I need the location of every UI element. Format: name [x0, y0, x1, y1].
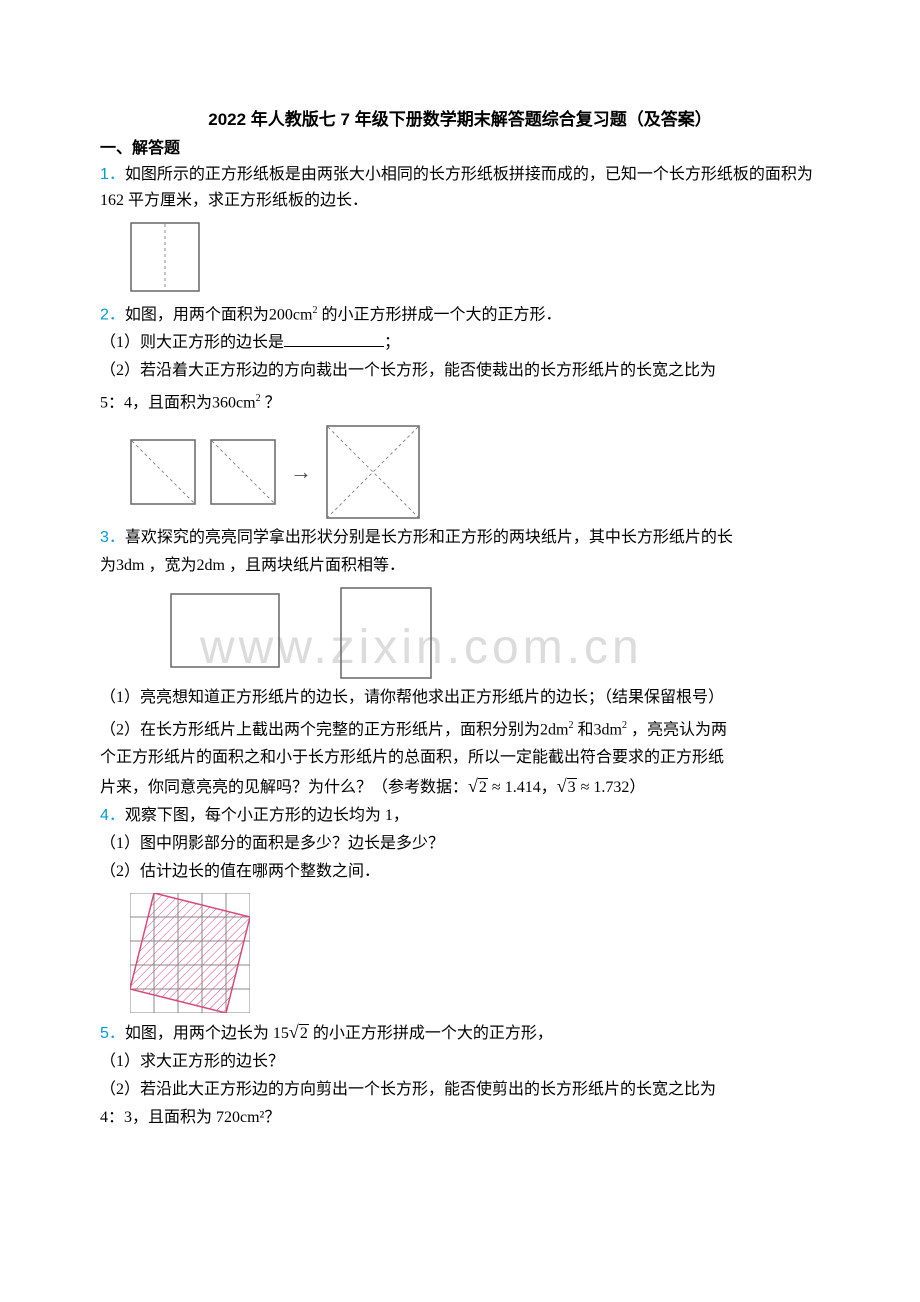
q5-p3: 4：3，且面积为 720cm²？ — [100, 1105, 820, 1131]
q5-lead-c: 的小正方形拼成一个大的正方形， — [309, 1025, 553, 1042]
q3-p6: 片来，你同意亮亮的见解吗？为什么？（参考数据：√2 ≈ 1.414，√3 ≈ 1… — [100, 773, 820, 801]
q3-p2d: 2dm — [196, 557, 224, 574]
q4-p2: （2）估计边长的值在哪两个整数之间． — [100, 859, 820, 885]
q1-number: 1． — [100, 166, 125, 183]
q3-sup1: 2 — [568, 720, 573, 731]
q3-p4e: ，亮亮认为两 — [631, 721, 727, 738]
q2-number: 2． — [100, 306, 125, 323]
q3-p2c: ，宽为 — [148, 557, 196, 574]
q3-sup2: 2 — [622, 720, 627, 731]
q3-number: 3． — [100, 529, 125, 546]
q3-p4d: 3dm — [593, 721, 621, 738]
q3-lead: 3．喜欢探究的亮亮同学拿出形状分别是长方形和正方形的两块纸片，其中长方形纸片的长 — [100, 525, 820, 551]
sqrt3-icon: √3 — [557, 773, 577, 801]
q3-square — [340, 587, 432, 679]
q3-p2: 为3dm ，宽为2dm ，且两块纸片面积相等． — [100, 553, 820, 579]
q2-p3c: ？ — [265, 395, 281, 412]
q2-after: 的小正方形拼成一个大的正方形． — [321, 306, 561, 323]
q2-sup: 2 — [312, 305, 317, 316]
q1-figure — [130, 222, 200, 292]
q5-p2: （2）若沿此大正方形边的方向剪出一个长方形，能否使剪出的长方形纸片的长宽之比为 — [100, 1077, 820, 1103]
q5-lead: 5．如图，用两个边长为 15√2 的小正方形拼成一个大的正方形， — [100, 1019, 820, 1047]
q3-rect — [170, 593, 280, 673]
q3-p6f: ≈ 1.732 — [581, 779, 630, 796]
q4-figure — [130, 893, 250, 1013]
q3-p4: （2）在长方形纸片上截出两个完整的正方形纸片，面积分别为2dm2 和3dm2 ，… — [100, 713, 820, 743]
q1-text: 如图所示的正方形纸板是由两张大小相同的长方形纸板拼接而成的，已知一个长方形纸板的… — [100, 166, 813, 209]
q3-p6a: 片来，你同意亮亮的见解吗？为什么？（参考数据： — [100, 779, 468, 796]
q3-p2e: ，且两块纸片面积相等． — [229, 557, 405, 574]
sqrt2-icon: √2 — [468, 773, 488, 801]
q2-expr: 200cm — [269, 306, 313, 323]
q4-number: 4． — [100, 807, 125, 824]
q1-para: 1．如图所示的正方形纸板是由两张大小相同的长方形纸板拼接而成的，已知一个长方形纸… — [100, 162, 820, 214]
page-title: 2022 年人教版七 7 年级下册数学期末解答题综合复习题（及答案） — [100, 105, 820, 130]
q5-lead-a: 如图，用两个边长为 15 — [125, 1025, 289, 1042]
q3-p2b: 3dm — [116, 557, 144, 574]
section-header: 一、解答题 — [100, 134, 820, 158]
q2-sup2: 2 — [256, 393, 261, 404]
q3-p4b: 2dm — [540, 721, 568, 738]
q2-lead-text: 如图，用两个面积为 — [125, 306, 269, 323]
q4-lead: 4．观察下图，每个小正方形的边长均为 1， — [100, 803, 820, 829]
q4-lead-text: 观察下图，每个小正方形的边长均为 1， — [125, 807, 409, 824]
q2-square1 — [130, 439, 196, 505]
arrow-icon: → — [290, 459, 312, 485]
q2-p2: （2）若沿着大正方形边的方向裁出一个长方形，能否使裁出的长方形纸片的长宽之比为 — [100, 358, 820, 384]
q3-p4a: （2）在长方形纸片上截出两个完整的正方形纸片，面积分别为 — [100, 721, 540, 738]
q2-p3a: 5：4，且面积为 — [100, 395, 212, 412]
q5-number: 5． — [100, 1025, 125, 1042]
q2-big-square — [326, 425, 420, 519]
q4-p1: （1）图中阴影部分的面积是多少？边长是多少？ — [100, 831, 820, 857]
q3-p6g: ） — [629, 779, 645, 796]
q2-blank — [284, 330, 384, 347]
q3-p2a: 为 — [100, 557, 116, 574]
q3-lead-text: 喜欢探究的亮亮同学拿出形状分别是长方形和正方形的两块纸片，其中长方形纸片的长 — [125, 529, 733, 546]
sqrt2b-icon: √2 — [289, 1019, 309, 1047]
q2-p3: 5：4，且面积为360cm2 ？ — [100, 386, 820, 416]
q3-p5: 个正方形纸片的面积之和小于长方形纸片的总面积，所以一定能截出符合要求的正方形纸 — [100, 745, 820, 771]
q2-p3b: 360cm — [212, 395, 256, 412]
q2-p1a: （1）则大正方形的边长是 — [100, 334, 284, 351]
q2-square2 — [210, 439, 276, 505]
q3-p6d: ， — [541, 779, 557, 796]
q3-p3: （1）亮亮想知道正方形纸片的边长，请你帮他求出正方形纸片的边长；（结果保留根号） — [100, 685, 820, 711]
q2-lead: 2．如图，用两个面积为200cm2 的小正方形拼成一个大的正方形． — [100, 298, 820, 328]
q3-p6c: ≈ 1.414 — [492, 779, 541, 796]
q3-p4c: 和 — [577, 721, 593, 738]
q2-p1b: ； — [384, 334, 400, 351]
q5-p1: （1）求大正方形的边长？ — [100, 1049, 820, 1075]
q2-p1: （1）则大正方形的边长是 ； — [100, 330, 820, 356]
